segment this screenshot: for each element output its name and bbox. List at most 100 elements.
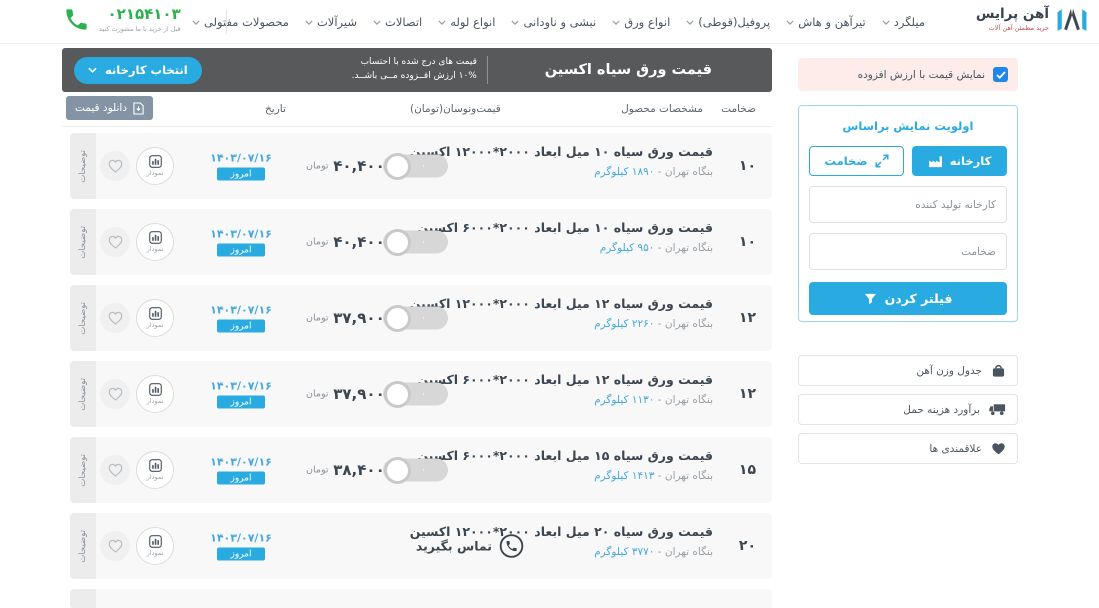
today-badge: امروز — [217, 547, 265, 561]
nav-item[interactable]: پروفیل(قوطی) — [686, 15, 770, 29]
product-title[interactable]: قیمت ورق سیاه ۱۵ میل ابعاد ۶۰۰۰*۲۰۰۰ اکس… — [417, 448, 713, 463]
row-details-tab[interactable]: توضیحات — [70, 361, 96, 427]
nav-item[interactable]: نبشی و ناودانی — [511, 15, 596, 29]
factory-icon — [928, 155, 942, 167]
product-location: بنگاه تهران - — [657, 318, 713, 330]
row-details-label: توضیحات — [78, 453, 88, 487]
row-details-tab[interactable]: توضیحات — [70, 437, 96, 503]
product-location: بنگاه تهران - — [657, 546, 713, 558]
row-details-tab[interactable] — [70, 589, 96, 608]
nav-item[interactable]: انواع ورق — [612, 15, 670, 29]
product-title[interactable]: قیمت ورق سیاه ۱۰ میل ابعاد ۶۰۰۰*۲۰۰۰ اکس… — [417, 220, 713, 235]
row-price: ۴۰,۴۰۰ — [333, 233, 385, 251]
phone-contact[interactable]: ۰۲۱۵۴۱۰۳ قبل از خرید با ما مشورت کنید — [63, 5, 181, 33]
heart-icon — [992, 443, 1005, 455]
nav-item[interactable]: میلگرد — [882, 15, 925, 29]
sidebar-link-label: برآورد هزینه حمل — [903, 403, 980, 416]
bar-chart-icon — [148, 231, 162, 244]
page-title: قیمت ورق سیاه اکسین — [544, 62, 712, 78]
row-details-tab[interactable]: توضیحات — [70, 209, 96, 275]
sidebar-link-1[interactable]: برآورد هزینه حمل — [798, 394, 1018, 425]
download-price-button[interactable]: دانلود قیمت — [66, 96, 153, 120]
row-date: ۱۴۰۳/۰۷/۱۶ امروز — [208, 456, 274, 485]
thickness-input[interactable] — [809, 233, 1007, 270]
price-change-toggle[interactable]: ۰ — [383, 306, 448, 330]
nav-item[interactable]: اتصالات — [373, 15, 422, 29]
date-value: ۱۴۰۳/۰۷/۱۶ — [210, 303, 272, 317]
favorite-button[interactable] — [100, 379, 130, 409]
chevron-down-icon — [786, 19, 794, 25]
today-badge: امروز — [217, 471, 265, 485]
price-change-toggle[interactable]: ۰ — [383, 458, 448, 482]
phone-circle-icon — [499, 534, 524, 558]
chart-button[interactable]: نمودار — [136, 375, 174, 413]
row-details-label: توضیحات — [78, 301, 88, 335]
chart-button[interactable]: نمودار — [136, 223, 174, 261]
site-logo[interactable]: آهن پرایس خرید مطمئن آهن آلات — [976, 4, 1089, 34]
nav-item-label: انواع لوله — [450, 15, 496, 29]
product-title[interactable]: قیمت ورق سیاه ۱۲ میل ابعاد ۱۲۰۰۰*۲۰۰۰ اک… — [410, 296, 713, 311]
chart-button[interactable]: نمودار — [136, 527, 174, 565]
favorite-button[interactable] — [100, 531, 130, 561]
filter-button[interactable]: فیلتر کردن — [809, 282, 1007, 315]
bar-chart-icon — [148, 383, 162, 396]
heart-icon — [108, 235, 122, 249]
priority-factory-button[interactable]: کارخانه — [912, 146, 1007, 176]
price-row: توضیحات ۱۲ قیمت ورق سیاه ۱۲ میل ابعاد ۶۰۰۰… — [70, 361, 772, 427]
table-header: ضخامت مشخصات محصول قیمت‌ونوسان(تومان) تا… — [62, 92, 772, 127]
price-change-toggle[interactable]: ۰ — [383, 382, 448, 406]
price-change-toggle[interactable]: ۰ — [383, 154, 448, 178]
select-factory-button[interactable]: انتخاب کارخانه — [74, 56, 202, 84]
price-change-toggle[interactable]: ۰ — [383, 230, 448, 254]
priority-thickness-button[interactable]: ضخامت — [809, 146, 904, 176]
row-product: قیمت ورق سیاه ۱۲ میل ابعاد ۱۲۰۰۰*۲۰۰۰ اک… — [410, 296, 713, 330]
nav-item-label: اتصالات — [385, 15, 423, 29]
favorite-button[interactable] — [100, 227, 130, 257]
chart-button-label: نمودار — [146, 321, 164, 329]
vat-toggle-label[interactable]: نمایش قیمت با ارزش افزوده — [857, 68, 985, 81]
chevron-down-icon — [612, 19, 620, 25]
bar-chart-icon — [148, 459, 162, 472]
price-change-value: ۰ — [421, 237, 426, 247]
dimensions-icon — [874, 154, 889, 168]
funnel-icon — [864, 293, 876, 304]
product-title[interactable]: قیمت ورق سیاه ۱۲ میل ابعاد ۶۰۰۰*۲۰۰۰ اکس… — [417, 372, 713, 387]
row-details-tab[interactable]: توضیحات — [70, 513, 96, 579]
row-details-label: توضیحات — [78, 225, 88, 259]
sidebar-link-label: جدول وزن آهن — [916, 364, 982, 377]
bar-chart-icon — [148, 307, 162, 320]
sidebar-link-0[interactable]: جدول وزن آهن — [798, 355, 1018, 386]
phone-number[interactable]: ۰۲۱۵۴۱۰۳ — [107, 5, 181, 23]
nav-item[interactable]: شیرآلات — [305, 15, 357, 29]
row-thickness: ۱۲ — [738, 386, 756, 402]
product-title[interactable]: قیمت ورق سیاه ۱۰ میل ابعاد ۱۲۰۰۰*۲۰۰۰ اک… — [410, 144, 713, 159]
chevron-down-icon — [438, 19, 446, 25]
chart-button[interactable]: نمودار — [136, 147, 174, 185]
nav-item[interactable]: تیرآهن و هاش — [786, 15, 866, 29]
factory-input[interactable] — [809, 186, 1007, 223]
chevron-down-icon — [686, 19, 694, 25]
row-date: ۱۴۰۳/۰۷/۱۶ امروز — [208, 380, 274, 409]
product-location: بنگاه تهران - — [657, 166, 713, 178]
vat-checkbox[interactable] — [993, 67, 1008, 82]
row-details-tab[interactable]: توضیحات — [70, 133, 96, 199]
product-dimensions: ۶۰۰۰*۲۰۰۰ — [462, 220, 530, 235]
chart-button[interactable]: نمودار — [136, 451, 174, 489]
favorite-button[interactable] — [100, 455, 130, 485]
nav-item[interactable]: محصولات مفتولی — [192, 15, 289, 29]
price-row: توضیحات ۱۲ قیمت ورق سیاه ۱۲ میل ابعاد ۱۲۰۰… — [70, 285, 772, 351]
product-subline: بنگاه تهران - ۱۱۳۰ کیلوگرم — [433, 394, 713, 406]
heart-icon — [108, 539, 122, 553]
nav-item[interactable]: انواع لوله — [438, 15, 495, 29]
chevron-down-icon — [88, 67, 97, 73]
sidebar-link-2[interactable]: علاقمندی ها — [798, 433, 1018, 464]
row-details-tab[interactable]: توضیحات — [70, 285, 96, 351]
chart-button[interactable]: نمودار — [136, 299, 174, 337]
call-for-price[interactable]: تماس بگیرید — [358, 534, 524, 559]
row-product: قیمت ورق سیاه ۱۲ میل ابعاد ۶۰۰۰*۲۰۰۰ اکس… — [417, 372, 713, 406]
favorite-button[interactable] — [100, 303, 130, 333]
today-badge: امروز — [217, 167, 265, 181]
favorite-button[interactable] — [100, 151, 130, 181]
chevron-down-icon — [192, 19, 200, 25]
nav-item-label: پروفیل(قوطی) — [698, 15, 771, 29]
